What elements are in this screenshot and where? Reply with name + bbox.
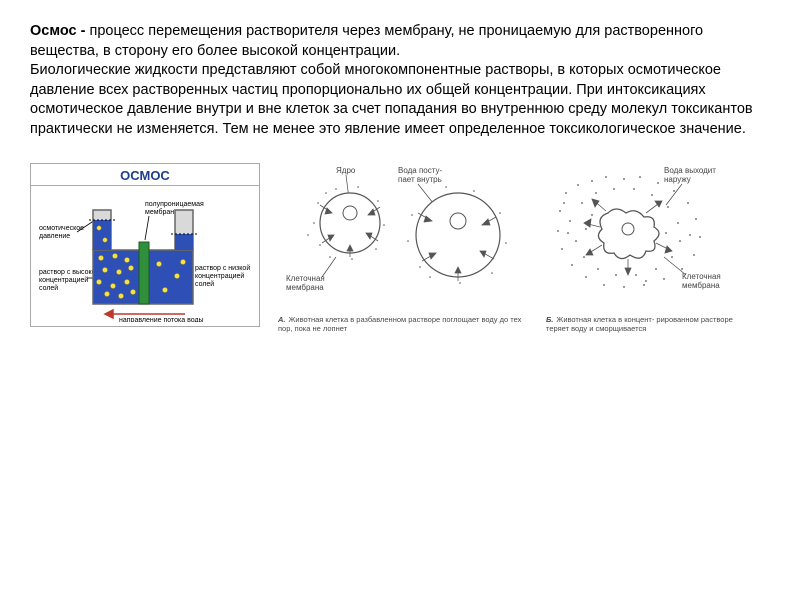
- cell-swell-figure: Ядро Вода посту- пает внутрь Клеточная м…: [278, 163, 528, 333]
- svg-text:солей: солей: [195, 280, 214, 288]
- svg-text:наружу: наружу: [664, 175, 691, 184]
- svg-text:Ядро: Ядро: [336, 166, 356, 175]
- svg-text:Вода посту-: Вода посту-: [398, 166, 442, 175]
- svg-text:Клеточная: Клеточная: [286, 274, 325, 283]
- osmosis-body: осмотическое давление раствор с высокой …: [30, 185, 260, 327]
- flow-label: направление потока воды: [119, 317, 204, 322]
- osmosis-svg: осмотическое давление раствор с высокой …: [37, 192, 253, 322]
- svg-text:пает внутрь: пает внутрь: [398, 175, 442, 184]
- svg-text:Клеточная: Клеточная: [682, 272, 721, 281]
- cell-swell-caption: А.Животная клетка в разбавленном раствор…: [278, 316, 528, 333]
- svg-text:раствор с высокой: раствор с высокой: [39, 268, 100, 276]
- svg-text:раствор с низкой: раствор с низкой: [195, 264, 250, 272]
- svg-text:осмотическое: осмотическое: [39, 225, 84, 232]
- caption-text-a: Животная клетка в разбавленном растворе …: [278, 315, 521, 333]
- cell-shrink-caption: Б.Животная клетка в концент- рированном …: [546, 316, 756, 333]
- cell-shrink-figure: Вода выходит наружу Клеточная мембрана: [546, 163, 756, 333]
- svg-text:полупроницаемая: полупроницаемая: [145, 201, 204, 208]
- svg-text:концентрацией: концентрацией: [39, 276, 88, 284]
- svg-text:Вода выходит: Вода выходит: [664, 166, 716, 175]
- body-text: Биологические жидкости представляют собо…: [30, 62, 753, 137]
- osmosis-diagram: ОСМОС осмотическое давление раствор с вы…: [30, 163, 260, 327]
- svg-text:солей: солей: [39, 284, 58, 292]
- figures-row: ОСМОС осмотическое давление раствор с вы…: [30, 163, 770, 333]
- svg-text:давление: давление: [39, 233, 70, 240]
- osmosis-title: ОСМОС: [30, 163, 260, 185]
- svg-text:концентрацией: концентрацией: [195, 272, 244, 280]
- cell-shrink-svg: Вода выходит наружу Клеточная мембрана: [546, 163, 756, 313]
- svg-text:мембрана: мембрана: [145, 208, 178, 216]
- definition: процесс перемещения растворителя через м…: [30, 23, 703, 59]
- caption-text-b: Животная клетка в концент- рированном ра…: [546, 315, 733, 333]
- term: Осмос -: [30, 23, 90, 39]
- svg-text:мембрана: мембрана: [286, 283, 324, 292]
- cell-swell-svg: Ядро Вода посту- пает внутрь Клеточная м…: [278, 163, 528, 313]
- svg-text:мембрана: мембрана: [682, 281, 720, 290]
- main-text: Осмос - процесс перемещения растворителя…: [30, 22, 770, 139]
